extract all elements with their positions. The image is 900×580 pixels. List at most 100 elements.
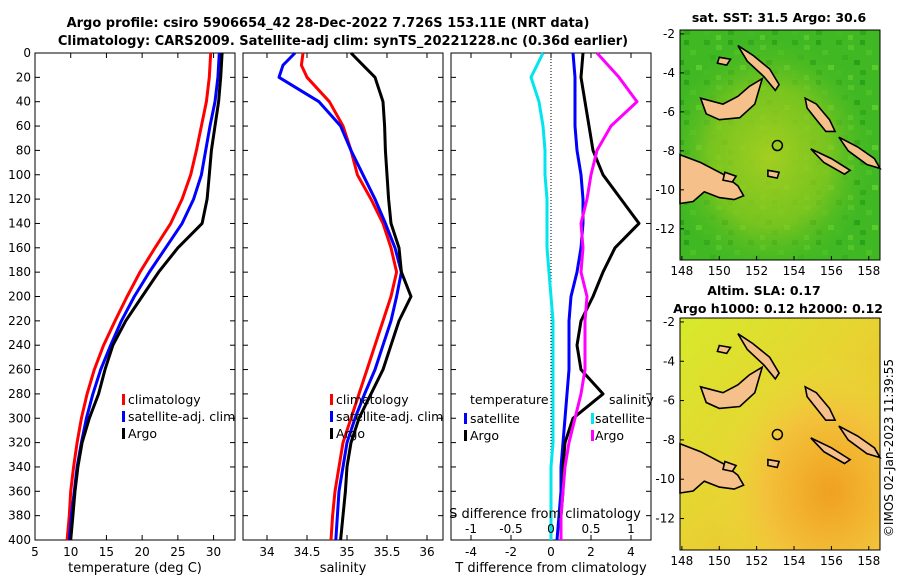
sst-map-frame (679, 29, 881, 261)
profile-line-s-satellite (529, 52, 555, 540)
sla-map-axes: 148 150 152 154 156 158 -2 -4 -6 -8 -10 -12 (655, 315, 880, 568)
legend-label: satellite-adj. clim (336, 409, 443, 424)
legend-label: satellite-adj. clim (128, 409, 235, 424)
small-island (767, 169, 781, 180)
bougainville-island (804, 385, 837, 422)
legend-label: satellite (595, 411, 645, 426)
sla-map: Altim. SLA: 0.17 Argo h1000: 0.12 h2000:… (655, 283, 883, 568)
y-tick-label: 100 (8, 168, 31, 182)
map-x-tick-label: 150 (708, 554, 731, 568)
sla-map-title-line2: Argo h1000: 0.12 h2000: 0.12 (673, 301, 883, 316)
profile-line-argo (339, 51, 413, 541)
legend-swatch (122, 428, 125, 439)
legend-label: Argo (595, 428, 624, 443)
x-tick-label: 5 (31, 545, 39, 559)
figure-title-line1: Argo profile: csiro 5906654_42 28-Dec-20… (67, 16, 590, 31)
bougainville-island (804, 96, 837, 133)
sst-map-axes: 148 150 152 154 156 158 -2 -4 -6 -8 -10 -12 (655, 27, 880, 278)
small-island (716, 344, 732, 355)
map-x-tick-label: 148 (670, 554, 693, 568)
y-tick-label: 300 (8, 411, 31, 425)
small-island (722, 460, 738, 473)
imos-timestamp-label: ©IMOS 02-Jan-2023 11:39:55 (882, 359, 896, 537)
y-tick-label: 240 (8, 338, 31, 352)
map-x-tick-label: 158 (857, 264, 880, 278)
x-tick-label: 35 (339, 545, 354, 559)
map-x-tick-label: 158 (857, 554, 880, 568)
legend-label: Argo (336, 426, 365, 441)
legend-swatch (330, 394, 333, 405)
new-britain-island (699, 365, 764, 410)
legend-swatch (591, 430, 594, 441)
solomon-island (810, 148, 852, 176)
y-tick-label: 20 (16, 70, 31, 84)
map-y-tick-label: -4 (663, 354, 675, 368)
y-tick-label: 200 (8, 290, 31, 304)
map-x-tick-label: 152 (745, 264, 768, 278)
x-tick-label: 34.5 (294, 545, 321, 559)
map-y-tick-label: -6 (663, 105, 675, 119)
x-axis-label: salinity (320, 561, 367, 576)
map-x-tick-label: 148 (670, 264, 693, 278)
sla-map-title-line1: Altim. SLA: 0.17 (707, 283, 820, 298)
sla-map-frame (679, 317, 881, 551)
map-y-tick-label: -12 (655, 222, 675, 236)
y-tick-label: 160 (8, 241, 31, 255)
y-tick-label: 180 (8, 265, 31, 279)
solomon-island (810, 437, 852, 465)
legend-swatch (591, 413, 594, 424)
legend-label: climatology (128, 392, 201, 407)
legend-title-temperature: temperature (470, 392, 549, 407)
y-tick-label: 220 (8, 314, 31, 328)
x-tick-label: 10 (63, 545, 78, 559)
x-tick-label: 30 (206, 545, 221, 559)
new-guinea-landmass (679, 153, 745, 205)
map-x-tick-label: 152 (745, 554, 768, 568)
y-tick-label: 60 (16, 119, 31, 133)
y-tick-label: 400 (8, 533, 31, 547)
x-tick-label: 4 (627, 545, 635, 559)
difference-profile-panel: -4 -2 0 2 4 T difference from climatology -1 -0… (449, 51, 654, 576)
argo-float-marker (771, 428, 784, 441)
legend-label: Argo (128, 426, 157, 441)
y-tick-label: 360 (8, 484, 31, 498)
legend-label: satellite (470, 411, 520, 426)
map-x-tick-label: 150 (708, 264, 731, 278)
map-y-tick-label: -2 (663, 27, 675, 41)
top-x-tick-label: 0.5 (581, 522, 600, 536)
y-tick-label: 260 (8, 363, 31, 377)
y-tick-label: 80 (16, 143, 31, 157)
top-x-tick-label: -1 (465, 522, 477, 536)
sst-land-masses (679, 44, 882, 205)
argo-float-marker (771, 139, 784, 152)
x-tick-label: 15 (99, 545, 114, 559)
y-tick-label: 280 (8, 387, 31, 401)
y-tick-label: 120 (8, 192, 31, 206)
profile-line-climatology (65, 52, 213, 541)
x-tick-label: 2 (587, 545, 595, 559)
map-x-tick-label: 156 (820, 554, 843, 568)
map-x-tick-label: 154 (783, 554, 806, 568)
x-tick-label: 34 (259, 545, 274, 559)
x-tick-label: 20 (135, 545, 150, 559)
y-tick-label: 0 (23, 46, 31, 60)
top-x-axis-label: S difference from climatology (449, 507, 641, 522)
small-island (767, 458, 781, 469)
profile-line-s-argo (559, 51, 639, 540)
new-guinea-landmass (679, 442, 745, 494)
x-tick-label: 35.5 (374, 545, 401, 559)
legend-swatch (122, 411, 125, 422)
x-tick-label: 0 (547, 545, 555, 559)
map-y-tick-label: -12 (655, 512, 675, 526)
map-y-tick-label: -10 (655, 183, 675, 197)
y-tick-label: 40 (16, 95, 31, 109)
figure-title-line2: Climatology: CARS2009. Satellite-adj cli… (58, 34, 628, 49)
salinity-profile-panel: 34 34.5 35 35.5 36 salinity climatology satelli… (242, 51, 444, 576)
sst-map-title: sat. SST: 31.5 Argo: 30.6 (692, 10, 867, 25)
map-y-tick-label: -8 (663, 144, 675, 158)
profile-line-t-argo (559, 52, 641, 540)
profile-line-climatology (299, 52, 399, 541)
x-axis-label: T difference from climatology (454, 561, 647, 576)
profile-line-argo (69, 52, 224, 541)
